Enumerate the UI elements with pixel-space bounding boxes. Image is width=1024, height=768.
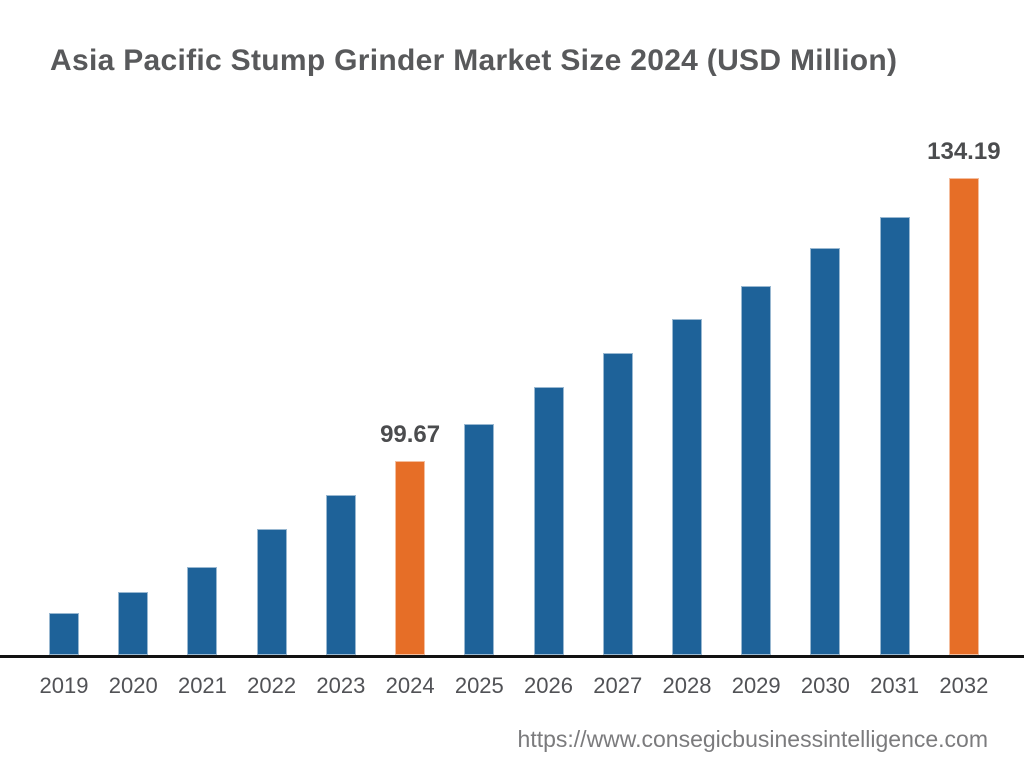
x-tick-2028: 2028 [662, 673, 712, 698]
value-label-2032: 134.19 [927, 138, 1001, 165]
x-tick-2029: 2029 [731, 673, 781, 698]
value-label-2024: 99.67 [380, 421, 441, 448]
x-tick-2032: 2032 [939, 673, 989, 698]
bar-slot-2019: 2019 [40, 95, 88, 698]
x-tick-2026: 2026 [524, 673, 574, 698]
bar-slot-2032: 134.19 2032 [927, 95, 1000, 698]
bar-2025 [464, 424, 495, 655]
bar-2031 [879, 217, 910, 655]
x-tick-2031: 2031 [870, 673, 920, 698]
bar-slot-2024: 99.67 2024 [380, 95, 440, 698]
bar-slot-2031: 2031 [870, 95, 919, 698]
x-tick-2019: 2019 [39, 673, 89, 698]
x-tick-2022: 2022 [247, 673, 297, 698]
x-tick-2024: 2024 [385, 673, 435, 698]
x-tick-2025: 2025 [454, 673, 504, 698]
plot-area: 2019 2020 2021 2022 2023 99.67 2024 2025 2026 202… [40, 95, 1001, 698]
x-tick-2027: 2027 [593, 673, 643, 698]
bar-2027 [602, 353, 633, 655]
bar-2022 [256, 529, 287, 655]
bar-2032 [948, 178, 979, 655]
bar-slot-2022: 2022 [247, 95, 296, 698]
bar-slot-2023: 2023 [316, 95, 365, 698]
x-tick-2021: 2021 [177, 673, 227, 698]
x-tick-2030: 2030 [800, 673, 850, 698]
x-tick-2023: 2023 [316, 673, 366, 698]
bar-2021 [187, 567, 218, 655]
chart-title: Asia Pacific Stump Grinder Market Size 2… [50, 44, 898, 77]
bar-2030 [810, 248, 841, 655]
bar-2029 [741, 286, 772, 655]
bar-2019 [49, 613, 79, 655]
bar-slot-2020: 2020 [109, 95, 158, 698]
bar-slot-2025: 2025 [455, 95, 504, 698]
bar-2024 [395, 461, 426, 655]
bar-slot-2029: 2029 [732, 95, 781, 698]
bar-2020 [118, 592, 149, 655]
source-url: https://www.consegicbusinessintelligence… [517, 726, 988, 752]
bar-slot-2026: 2026 [524, 95, 573, 698]
bar-slot-2021: 2021 [178, 95, 227, 698]
x-axis-line [0, 655, 1024, 658]
bar-2026 [533, 387, 564, 655]
bar-slot-2028: 2028 [662, 95, 711, 698]
bar-slot-2027: 2027 [593, 95, 642, 698]
bar-2023 [325, 495, 356, 655]
x-tick-2020: 2020 [108, 673, 158, 698]
bar-2028 [671, 319, 702, 655]
bar-slot-2030: 2030 [801, 95, 850, 698]
